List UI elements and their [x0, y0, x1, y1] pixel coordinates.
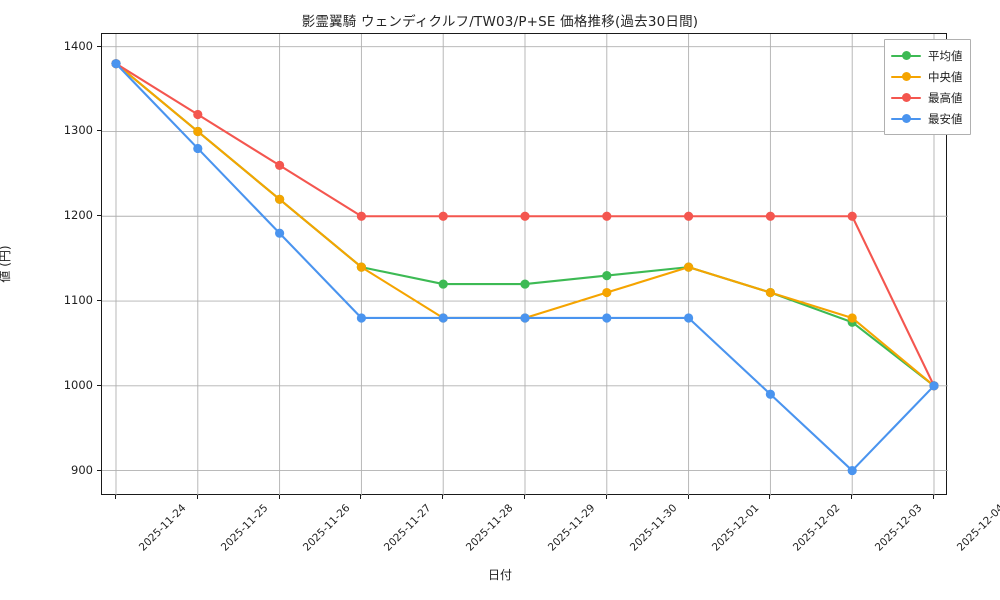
data-point [602, 287, 612, 298]
y-axis-label: 値 (円) [0, 245, 12, 282]
data-point [602, 313, 612, 323]
data-point [438, 279, 448, 289]
plot-svg [102, 34, 948, 496]
x-tick-label: 2025-12-02 [791, 502, 843, 554]
x-tick-label: 2025-11-29 [545, 502, 598, 554]
y-tick-mark [97, 130, 101, 132]
x-tick-mark [360, 495, 362, 499]
data-point [193, 126, 203, 137]
series-lines [111, 59, 939, 476]
legend-swatch-icon [891, 91, 921, 105]
y-tick-label: 900 [71, 462, 93, 477]
data-point [765, 287, 776, 298]
x-axis-label: 日付 [487, 568, 512, 582]
grid-lines [102, 34, 948, 496]
x-tick-mark [687, 495, 689, 499]
data-point [275, 160, 285, 170]
x-tick-label: 2025-11-30 [627, 502, 680, 554]
data-point [193, 143, 203, 154]
y-tick-mark [97, 469, 101, 471]
data-point [684, 313, 694, 323]
x-tick-mark [196, 495, 198, 499]
data-point [929, 381, 939, 391]
data-point [602, 270, 612, 281]
data-point [684, 262, 694, 272]
data-point [111, 59, 121, 69]
data-point [765, 389, 776, 399]
x-tick-label: 2025-11-24 [136, 502, 189, 554]
data-point [765, 211, 776, 221]
y-tick-label: 1300 [63, 123, 93, 138]
legend-item-2[interactable]: 中央値 [891, 66, 963, 87]
legend-marker-dot [902, 71, 911, 81]
data-point [438, 313, 448, 323]
x-tick-label: 2025-11-27 [382, 502, 434, 554]
legend-item-4[interactable]: 最安値 [891, 108, 963, 129]
x-tick-mark [605, 495, 607, 499]
legend-swatch-icon [891, 112, 921, 126]
x-tick-label: 2025-11-26 [300, 502, 353, 554]
data-point [356, 262, 366, 272]
data-point [356, 211, 366, 221]
y-tick-label: 1200 [63, 208, 93, 223]
data-point [847, 211, 857, 221]
legend-swatch-icon [891, 70, 921, 84]
legend-item-1[interactable]: 平均値 [891, 45, 963, 66]
data-point [520, 279, 530, 289]
x-tick-mark [278, 495, 280, 499]
legend-marker-dot [902, 50, 911, 60]
data-point [602, 211, 612, 221]
x-tick-label: 2025-11-25 [218, 502, 271, 554]
x-tick-mark [115, 495, 116, 499]
x-tick-mark [933, 495, 934, 499]
legend-label: 最高値 [928, 90, 963, 105]
legend-item-3[interactable]: 最高値 [891, 87, 963, 108]
legend-swatch-icon [891, 49, 921, 63]
series-4 [111, 59, 939, 476]
legend-marker-dot [902, 92, 911, 102]
x-tick-label: 2025-12-01 [709, 502, 762, 554]
x-tick-mark [769, 495, 771, 499]
legend-label: 平均値 [928, 48, 963, 63]
data-point [520, 211, 530, 221]
data-point [193, 109, 203, 120]
x-tick-label: 2025-11-28 [464, 502, 516, 554]
data-point [438, 211, 448, 221]
y-tick-label: 1000 [63, 377, 93, 392]
data-point [275, 194, 285, 204]
legend-label: 最安値 [928, 111, 963, 126]
y-tick-mark [97, 45, 101, 47]
plot-area [101, 33, 948, 496]
y-tick-mark [97, 300, 101, 302]
y-tick-mark [97, 384, 101, 386]
x-tick-mark [524, 495, 525, 499]
x-tick-label: 2025-12-04 [954, 502, 1000, 554]
chart-title: 影霊翼騎 ウェンディクルフ/TW03/P+SE 価格推移(過去30日間) [301, 14, 699, 30]
x-tick-mark [442, 495, 444, 499]
data-point [684, 211, 694, 221]
y-tick-mark [97, 215, 101, 217]
legend-label: 中央値 [928, 69, 963, 84]
x-tick-label: 2025-12-03 [873, 502, 925, 554]
y-tick-label: 1400 [63, 38, 93, 53]
data-point [847, 465, 857, 476]
data-point [520, 313, 530, 323]
data-point [275, 228, 285, 238]
data-point [847, 313, 857, 323]
x-tick-mark [851, 495, 853, 499]
legend: 平均値中央値最高値最安値 [884, 39, 971, 135]
y-tick-label: 1100 [63, 293, 93, 308]
data-point [356, 313, 366, 323]
legend-marker-dot [902, 113, 911, 123]
